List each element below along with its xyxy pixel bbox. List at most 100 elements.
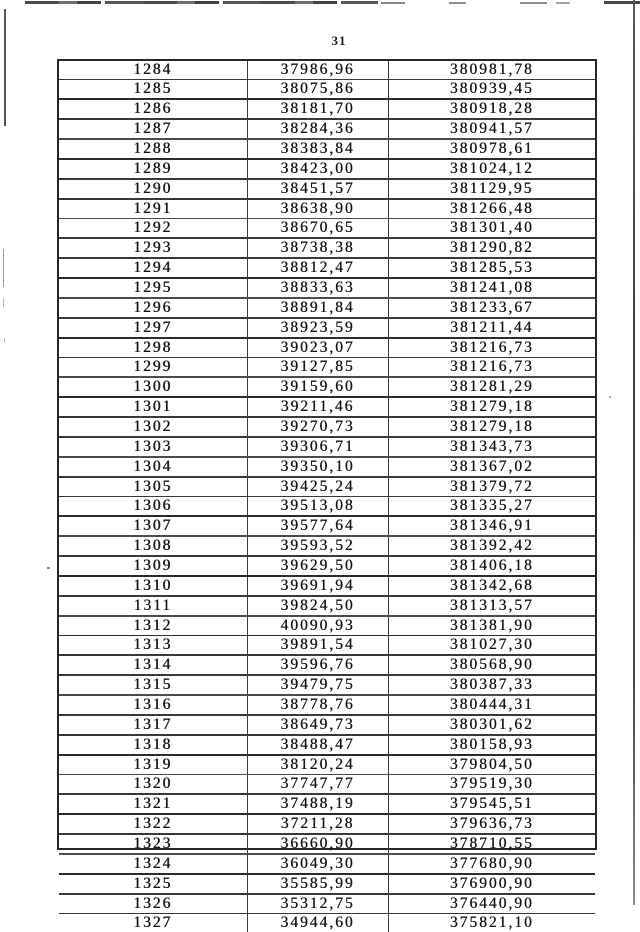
row-index-cell: 1322 xyxy=(133,815,173,832)
value1-cell: 38738,38 xyxy=(246,239,388,257)
table-row: 1316 38778,76 380444,31 xyxy=(59,694,595,714)
value1-cell: 39127,85 xyxy=(246,358,388,376)
value2-cell: 381279,18 xyxy=(387,418,595,436)
value1-cell: 39306,71 xyxy=(246,438,388,456)
value1-cell: 39211,46 xyxy=(246,398,388,416)
table-row: 1284 37986,96 380981,78 xyxy=(59,61,595,79)
value1-cell: 38891,84 xyxy=(246,299,388,317)
row-index-cell: 1297 xyxy=(133,319,173,336)
table-row: 1299 39127,85 381216,73 xyxy=(59,357,595,376)
row-index-cell: 1312 xyxy=(133,617,173,634)
value2-cell: 379636,73 xyxy=(387,815,595,833)
value1-cell: 38812,47 xyxy=(246,259,388,277)
scan-left-edge-line xyxy=(3,249,4,287)
table-row: 1313 39891,54 381027,30 xyxy=(59,635,595,654)
table-row: 1311 39824,50 381313,57 xyxy=(59,595,595,615)
row-index-cell: 1323 xyxy=(133,835,173,852)
value1-cell: 38383,84 xyxy=(246,140,388,158)
row-index-cell: 1299 xyxy=(133,358,173,375)
value1-cell: 39593,52 xyxy=(246,537,388,555)
value2-cell: 381241,08 xyxy=(387,279,595,297)
value1-cell: 38284,36 xyxy=(246,120,388,138)
value2-cell: 381216,73 xyxy=(387,339,595,357)
row-index-cell: 1309 xyxy=(133,557,173,574)
table-row: 1325 35585,99 376900,90 xyxy=(59,873,595,893)
value1-cell: 38120,24 xyxy=(246,756,388,774)
value1-cell: 38075,86 xyxy=(246,80,388,98)
page-number: 31 xyxy=(331,33,347,48)
value1-cell: 39023,07 xyxy=(246,339,388,357)
table-row: 1322 37211,28 379636,73 xyxy=(59,813,595,833)
value1-cell: 38423,00 xyxy=(246,160,388,178)
value1-cell: 34944,60 xyxy=(246,914,388,932)
row-index-cell: 1311 xyxy=(133,597,173,614)
value1-cell: 39596,76 xyxy=(246,656,388,674)
value1-cell: 38670,65 xyxy=(246,219,388,237)
value2-cell: 381343,73 xyxy=(387,438,595,456)
value2-cell: 380301,62 xyxy=(387,716,595,734)
scan-speck xyxy=(609,396,611,398)
table-row: 1312 40090,93 381381,90 xyxy=(59,615,595,635)
table-row: 1293 38738,38 381290,82 xyxy=(59,237,595,257)
value2-cell: 381211,44 xyxy=(387,319,595,337)
value2-cell: 381216,73 xyxy=(387,358,595,376)
value1-cell: 38451,57 xyxy=(246,180,388,198)
row-index-cell: 1324 xyxy=(133,855,173,872)
row-index-cell: 1327 xyxy=(133,914,173,931)
table-row: 1298 39023,07 381216,73 xyxy=(59,337,595,357)
table-row: 1307 39577,64 381346,91 xyxy=(59,515,595,535)
value1-cell: 39425,24 xyxy=(246,478,388,496)
value2-cell: 381313,57 xyxy=(387,597,595,615)
value1-cell: 40090,93 xyxy=(246,617,388,635)
table-row: 1308 39593,52 381392,42 xyxy=(59,535,595,555)
value1-cell: 39270,73 xyxy=(246,418,388,436)
scan-top-edge-line xyxy=(25,1,378,4)
row-index-cell: 1308 xyxy=(133,537,173,554)
value1-cell: 39824,50 xyxy=(246,597,388,615)
row-index-cell: 1315 xyxy=(133,676,173,693)
scan-top-edge-dash xyxy=(449,2,466,4)
row-index-cell: 1293 xyxy=(133,239,173,256)
value1-cell: 39629,50 xyxy=(246,557,388,575)
table-row: 1323 36660,90 378710,55 xyxy=(59,833,595,853)
row-index-cell: 1294 xyxy=(133,259,173,276)
value1-cell: 36660,90 xyxy=(246,835,388,853)
value2-cell: 380981,78 xyxy=(387,61,595,79)
value2-cell: 380978,61 xyxy=(387,140,595,158)
value2-cell: 380158,93 xyxy=(387,736,595,754)
value1-cell: 35585,99 xyxy=(246,875,388,893)
value2-cell: 381266,48 xyxy=(387,200,595,218)
row-index-cell: 1303 xyxy=(133,438,173,455)
row-index-cell: 1295 xyxy=(133,279,173,296)
value1-cell: 38833,63 xyxy=(246,279,388,297)
value1-cell: 39350,10 xyxy=(246,458,388,476)
row-index-cell: 1326 xyxy=(133,895,173,912)
scan-right-edge-line xyxy=(633,0,635,905)
value1-cell: 38181,70 xyxy=(246,100,388,118)
value2-cell: 379545,51 xyxy=(387,795,595,813)
scanned-document-page: 31 1284 37986,96 380981,78 1285 38075,86… xyxy=(3,0,640,932)
table-row: 1290 38451,57 381129,95 xyxy=(59,178,595,198)
row-index-cell: 1284 xyxy=(133,61,173,78)
value1-cell: 38923,59 xyxy=(246,319,388,337)
value2-cell: 381285,53 xyxy=(387,259,595,277)
value1-cell: 38638,90 xyxy=(246,200,388,218)
row-index-cell: 1307 xyxy=(133,517,173,534)
value1-cell: 38778,76 xyxy=(246,696,388,714)
table-row: 1321 37488,19 379545,51 xyxy=(59,793,595,813)
row-index-cell: 1314 xyxy=(133,656,173,673)
value2-cell: 381281,29 xyxy=(387,378,595,396)
table-row: 1324 36049,30 377680,90 xyxy=(59,853,595,873)
table-row: 1300 39159,60 381281,29 xyxy=(59,376,595,396)
row-index-cell: 1301 xyxy=(133,398,173,415)
table-row: 1320 37747,77 379519,30 xyxy=(59,774,595,793)
value2-cell: 381406,18 xyxy=(387,557,595,575)
scan-left-edge-line xyxy=(4,338,5,343)
value1-cell: 38649,73 xyxy=(246,716,388,734)
table-row: 1314 39596,76 380568,90 xyxy=(59,654,595,674)
table-row: 1327 34944,60 375821,10 xyxy=(59,913,595,932)
scan-top-edge-dash xyxy=(604,1,640,4)
value2-cell: 380387,33 xyxy=(387,676,595,694)
row-index-cell: 1319 xyxy=(133,756,173,773)
scan-top-edge-dash xyxy=(520,2,547,4)
